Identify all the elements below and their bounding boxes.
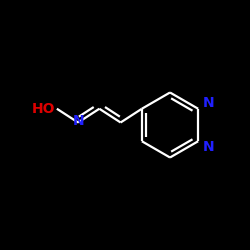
Text: N: N: [72, 114, 84, 128]
Text: N: N: [203, 140, 214, 154]
Text: N: N: [203, 96, 214, 110]
Text: HO: HO: [31, 102, 55, 116]
